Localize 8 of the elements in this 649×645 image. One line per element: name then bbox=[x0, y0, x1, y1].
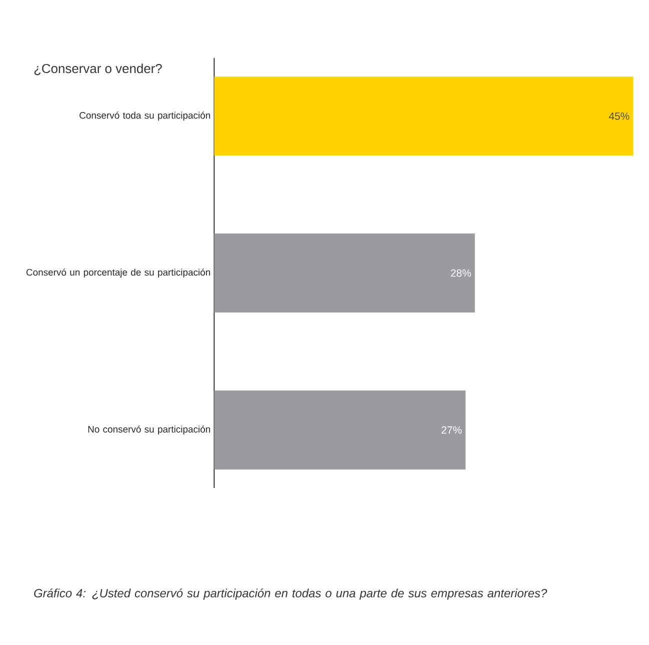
y-tick-label: No conservó su participación bbox=[88, 426, 210, 434]
text: Gráfico 4: ¿Usted conservó su participación en todas o una parte de sus empresas anteriores? bbox=[34, 588, 548, 600]
y-tick-label: Conservó toda su participación bbox=[80, 112, 210, 121]
y-tick-label: Conservó un porcentaje de su participación bbox=[26, 268, 210, 278]
text: ¿Conservar o vender? bbox=[34, 64, 162, 76]
data-label: 27% bbox=[442, 426, 462, 434]
data-label: 45% bbox=[608, 112, 630, 120]
data-label: 28% bbox=[450, 269, 471, 277]
